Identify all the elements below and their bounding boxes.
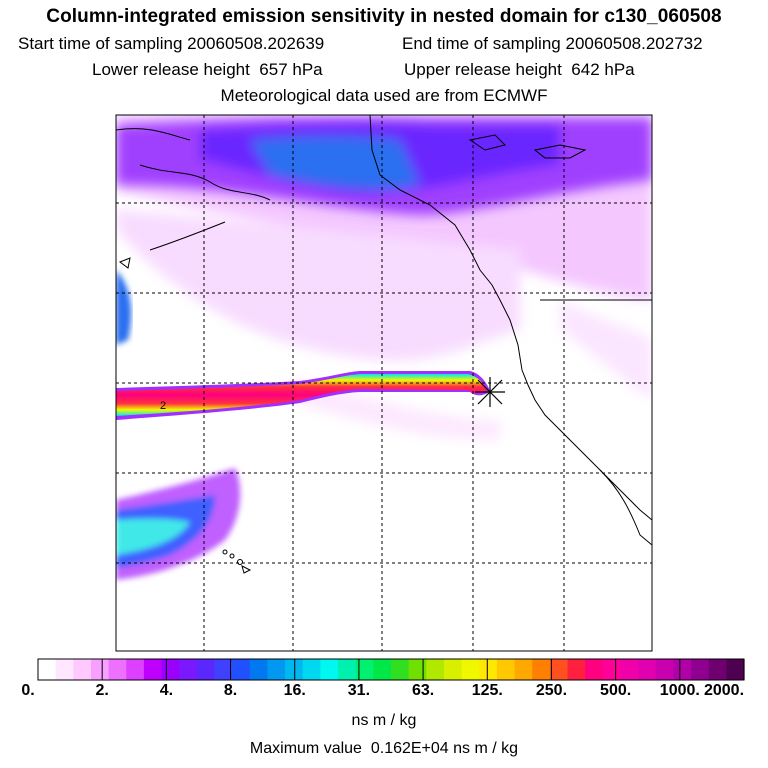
colorbar-frame xyxy=(37,658,745,681)
colorbar-cell xyxy=(355,659,374,680)
colorbar-cell xyxy=(691,659,710,680)
start-time: Start time of sampling 20060508.202639 xyxy=(18,34,325,53)
lower-release-height: Lower release height 657 hPa xyxy=(92,60,323,79)
colorbar-cell xyxy=(496,659,516,680)
end-time: End time of sampling 20060508.202732 xyxy=(402,34,703,53)
colorbar-cell xyxy=(126,659,145,680)
colorbar-cell xyxy=(391,659,410,680)
colorbar-cell xyxy=(196,659,216,680)
colorbar-cell xyxy=(655,659,674,680)
colorbar-cell xyxy=(602,659,622,680)
graticule xyxy=(116,115,652,651)
colorbar-tick-label: 500. xyxy=(600,682,632,699)
colorbar-cell xyxy=(161,659,180,680)
colorbar-cell xyxy=(726,659,745,680)
colorbar-tick-label: 125. xyxy=(471,682,503,699)
colorbar-tick-label: 8. xyxy=(223,682,238,699)
colorbar-cell xyxy=(73,659,92,680)
met-data-note: Meteorological data used are from ECMWF xyxy=(220,86,548,105)
colorbar-cell xyxy=(549,659,569,680)
colorbar-tick-label: 2000. xyxy=(703,682,745,699)
colorbar-cell xyxy=(320,659,339,680)
colorbar-units: ns m / kg xyxy=(351,712,417,729)
colorbar-cell xyxy=(426,659,445,680)
colorbar-cell xyxy=(302,659,321,680)
colorbar-tick-label: 63. xyxy=(411,682,435,699)
colorbar-cell xyxy=(479,659,498,680)
colorbar-cell xyxy=(338,659,357,680)
colorbar-tick-label: 16. xyxy=(283,682,306,699)
colorbar-tick-label: 0. xyxy=(21,682,35,699)
colorbar-cell xyxy=(461,659,480,680)
sensitivity-west-blob xyxy=(116,270,132,345)
colorbar-tick-label: 31. xyxy=(347,682,371,699)
colorbar-cell xyxy=(514,659,533,680)
colorbar-cell xyxy=(179,659,198,680)
colorbar-cell xyxy=(267,659,286,680)
plume-contour-label: 2 xyxy=(160,400,166,412)
colorbar-tick-label: 250. xyxy=(535,682,568,699)
colorbar-cell xyxy=(232,659,251,680)
map-frame xyxy=(115,114,653,652)
colorbar-cell xyxy=(373,659,392,680)
upper-release-height: Upper release height 642 hPa xyxy=(404,60,635,79)
islands xyxy=(222,549,252,574)
coastlines xyxy=(116,115,652,546)
colorbar-cell xyxy=(285,659,304,680)
release-point-marker xyxy=(475,377,505,407)
colorbar-cell xyxy=(143,659,163,680)
colorbar-cell xyxy=(532,659,551,680)
colorbar-cell xyxy=(673,659,692,680)
colorbar-cell xyxy=(708,659,727,680)
colorbar-cell xyxy=(567,659,586,680)
main-plume xyxy=(116,371,490,420)
colorbar-cell xyxy=(620,659,639,680)
colorbar-tick-label: 4. xyxy=(159,682,174,699)
map-field: 2 xyxy=(116,115,652,651)
colorbar-cell xyxy=(38,659,57,680)
colorbar-cell xyxy=(55,659,74,680)
colorbar-cell xyxy=(249,659,269,680)
colorbar-tick-label: 1000. xyxy=(659,682,700,699)
colorbar-ticks xyxy=(101,659,681,680)
colorbar-cell xyxy=(108,659,127,680)
colorbar-cell xyxy=(90,659,110,680)
colorbar xyxy=(38,659,745,680)
colorbar-cell xyxy=(443,659,463,680)
colorbar-cell xyxy=(214,659,233,680)
colorbar-cell xyxy=(408,659,427,680)
colorbar-cell xyxy=(585,659,604,680)
colorbar-tick-label: 2. xyxy=(95,682,109,699)
maximum-value: Maximum value 0.162E+04 ns m / kg xyxy=(249,740,519,757)
sensitivity-southwest-tongue xyxy=(116,468,241,580)
plot-title: Column-integrated emission sensitivity i… xyxy=(46,6,722,27)
colorbar-cell xyxy=(638,659,657,680)
